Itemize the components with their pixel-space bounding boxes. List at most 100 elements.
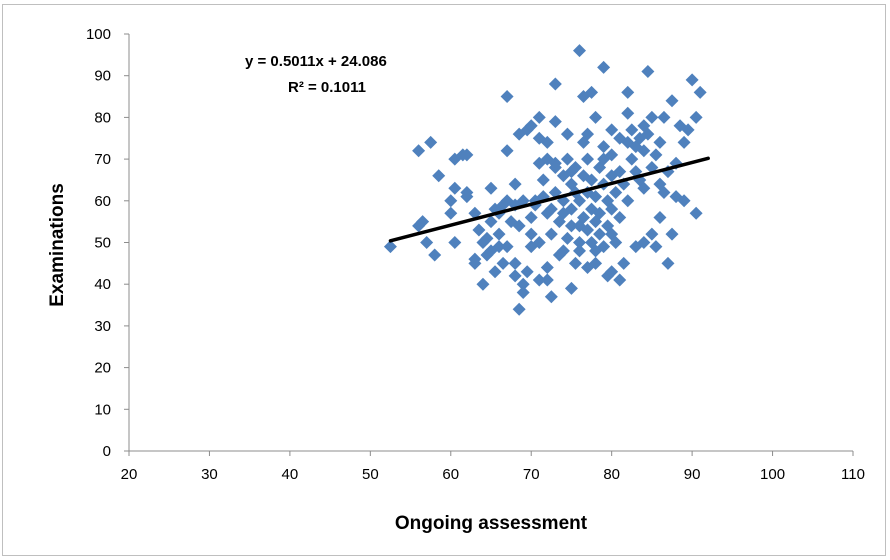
trendline bbox=[388, 156, 710, 243]
axes bbox=[124, 33, 854, 456]
data-point bbox=[548, 115, 562, 129]
data-point bbox=[625, 123, 639, 137]
data-point bbox=[689, 206, 703, 220]
data-point bbox=[572, 194, 586, 208]
data-point bbox=[488, 265, 502, 279]
data-point bbox=[564, 202, 578, 216]
trendline-equation: y = 0.5011x + 24.086 bbox=[245, 53, 387, 70]
data-point bbox=[585, 173, 599, 187]
data-point bbox=[649, 240, 663, 254]
data-point bbox=[581, 223, 595, 237]
data-point bbox=[500, 144, 514, 158]
data-point bbox=[637, 181, 651, 195]
data-point bbox=[589, 244, 603, 258]
r-squared-label: R² = 0.1011 bbox=[288, 79, 366, 96]
data-point bbox=[544, 290, 558, 304]
data-point bbox=[540, 261, 554, 275]
data-point bbox=[484, 181, 498, 195]
data-point bbox=[524, 227, 538, 241]
data-point bbox=[512, 219, 526, 233]
data-point bbox=[560, 231, 574, 245]
data-point bbox=[657, 110, 671, 124]
data-point bbox=[621, 194, 635, 208]
data-point bbox=[649, 148, 663, 162]
data-point bbox=[645, 110, 659, 124]
data-point bbox=[605, 227, 619, 241]
data-point bbox=[383, 240, 397, 254]
data-point bbox=[532, 273, 546, 287]
data-point bbox=[605, 265, 619, 279]
data-point bbox=[516, 277, 530, 291]
data-point bbox=[524, 119, 538, 133]
data-point bbox=[516, 286, 530, 300]
data-point bbox=[677, 135, 691, 149]
data-point bbox=[468, 252, 482, 266]
data-point bbox=[492, 240, 506, 254]
data-point bbox=[637, 236, 651, 249]
data-point bbox=[500, 240, 514, 254]
data-point bbox=[621, 85, 635, 99]
data-point bbox=[653, 135, 667, 149]
data-point bbox=[589, 110, 603, 124]
data-point bbox=[472, 223, 486, 237]
data-point bbox=[424, 135, 438, 149]
data-point bbox=[548, 77, 562, 91]
data-point bbox=[540, 273, 554, 287]
data-point bbox=[677, 194, 691, 208]
data-point bbox=[653, 177, 667, 191]
data-point bbox=[689, 110, 703, 124]
data-point bbox=[645, 227, 659, 241]
x-tick-label: 40 bbox=[282, 466, 299, 483]
data-point bbox=[560, 152, 574, 166]
y-tick-label: 60 bbox=[94, 193, 111, 210]
y-tick-label: 100 bbox=[86, 26, 111, 43]
data-point bbox=[460, 148, 474, 162]
data-point bbox=[492, 227, 506, 241]
data-point bbox=[617, 256, 631, 270]
data-point bbox=[693, 85, 707, 99]
data-point bbox=[444, 206, 458, 220]
data-point bbox=[568, 160, 582, 174]
trendline-group bbox=[388, 156, 710, 243]
data-point bbox=[625, 152, 639, 166]
data-point bbox=[613, 165, 627, 179]
data-point bbox=[641, 127, 655, 141]
data-point bbox=[544, 202, 558, 216]
data-point bbox=[685, 73, 699, 87]
x-tick-label: 30 bbox=[201, 466, 218, 483]
data-point bbox=[520, 265, 534, 279]
y-tick-label: 20 bbox=[94, 360, 111, 377]
data-point bbox=[661, 256, 675, 270]
data-point bbox=[448, 181, 462, 195]
data-point bbox=[572, 44, 586, 58]
data-point bbox=[444, 194, 458, 208]
data-point bbox=[508, 269, 522, 283]
data-point bbox=[416, 215, 430, 229]
data-point bbox=[532, 110, 546, 124]
data-point bbox=[412, 144, 426, 158]
data-point bbox=[476, 277, 490, 291]
chart-frame: 0 10 20 30 40 50 60 70 80 90 100 20 30 40 50 60 70 80 90 1… bbox=[2, 4, 886, 556]
data-point bbox=[532, 236, 546, 249]
data-point bbox=[613, 210, 627, 224]
x-tick-label: 100 bbox=[760, 466, 785, 483]
y-tick-label: 70 bbox=[94, 151, 111, 168]
data-point bbox=[564, 177, 578, 191]
data-point bbox=[508, 256, 522, 270]
data-point bbox=[448, 236, 462, 249]
data-point bbox=[585, 85, 599, 99]
data-points bbox=[383, 44, 707, 316]
data-point bbox=[500, 90, 514, 104]
y-tick-label: 0 bbox=[103, 443, 111, 460]
data-point bbox=[621, 106, 635, 120]
x-tick-label: 70 bbox=[523, 466, 540, 483]
data-point bbox=[568, 256, 582, 270]
data-point bbox=[681, 123, 695, 137]
data-point bbox=[641, 65, 655, 79]
data-point bbox=[597, 152, 611, 166]
data-point bbox=[420, 236, 434, 249]
data-point bbox=[581, 152, 595, 166]
x-tick-label: 50 bbox=[362, 466, 379, 483]
x-tick-label: 60 bbox=[442, 466, 459, 483]
data-point bbox=[581, 127, 595, 141]
